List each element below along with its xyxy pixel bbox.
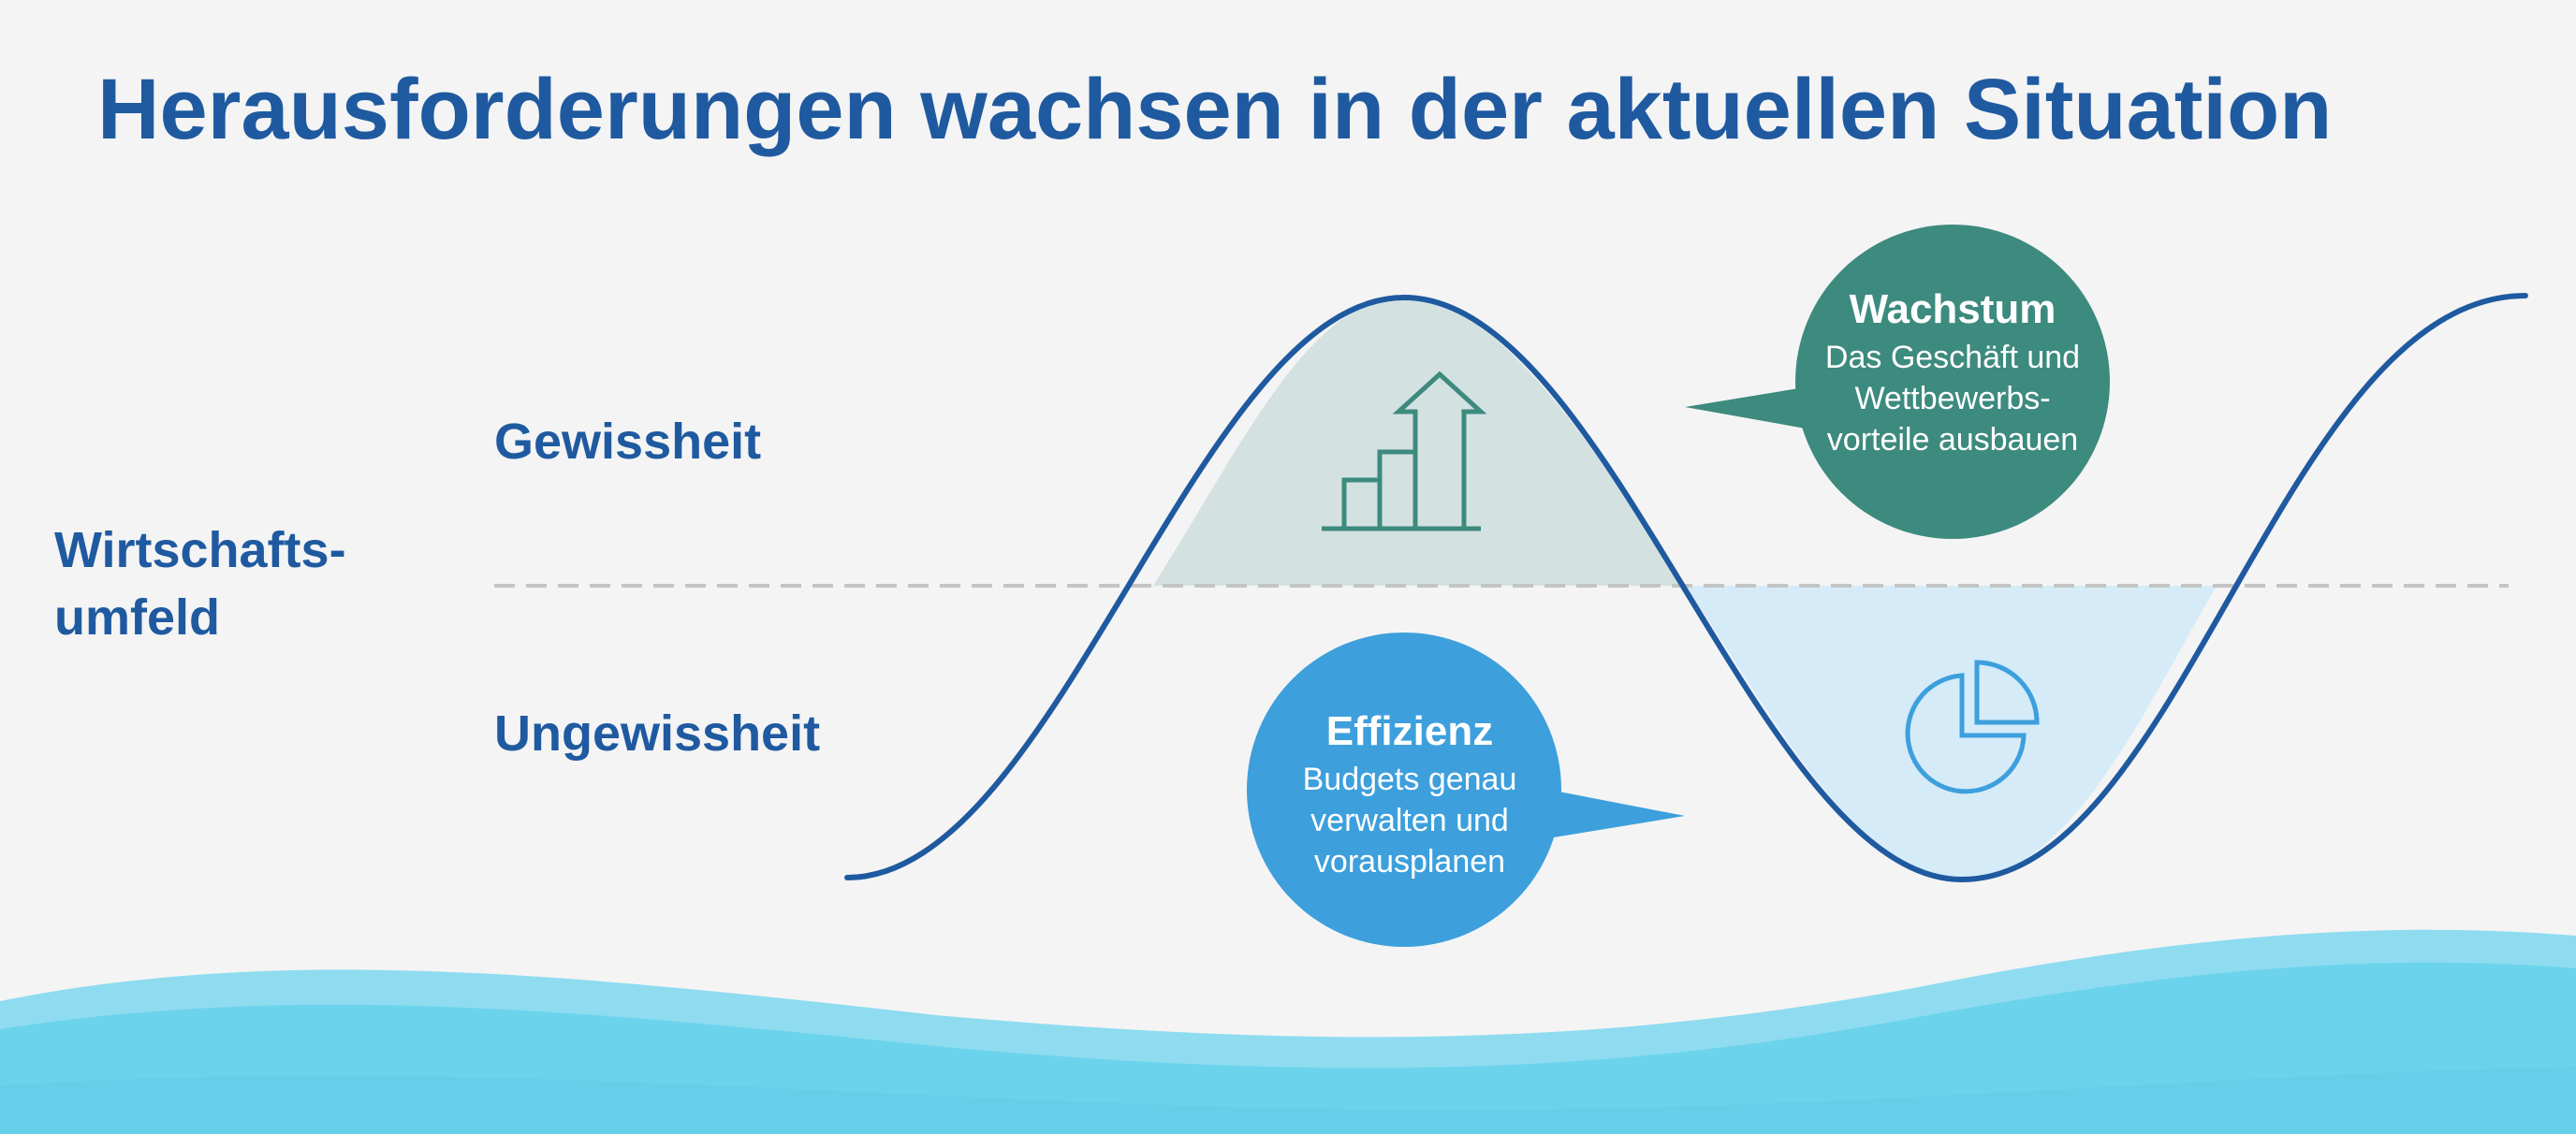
axis-label-line1: Wirtschafts-	[54, 522, 346, 578]
uncertainty-valley-fill	[1685, 586, 2217, 880]
efficiency-callout-pointer	[1554, 791, 1685, 837]
efficiency-callout: Effizienz Budgets genau verwalten und vo…	[1247, 632, 1685, 947]
certainty-hump-fill	[1153, 298, 1685, 586]
pie-chart-icon	[1905, 660, 2040, 794]
growth-callout: Wachstum Das Geschäft und Wettbewerbs- v…	[1685, 225, 2110, 539]
efficiency-callout-line2: verwalten und	[1310, 803, 1509, 838]
growth-callout-title: Wachstum	[1850, 286, 2056, 332]
economy-curve	[844, 293, 2528, 883]
decorative-wave	[0, 929, 2576, 1134]
growth-callout-pointer	[1685, 385, 1816, 430]
certainty-label: Gewissheit	[494, 414, 761, 470]
efficiency-callout-line1: Budgets genau	[1303, 762, 1517, 797]
growth-bar-chart-icon	[1322, 371, 1487, 531]
growth-callout-line1: Das Geschäft und	[1825, 340, 2080, 375]
efficiency-callout-circle	[1247, 632, 1561, 947]
efficiency-callout-line3: vorausplanen	[1314, 844, 1505, 880]
uncertainty-label: Ungewissheit	[494, 705, 820, 762]
growth-callout-circle	[1795, 225, 2110, 539]
page-title: Herausforderungen wachsen in der aktuell…	[97, 62, 2332, 157]
axis-label-line2: umfeld	[54, 589, 220, 646]
growth-callout-line2: Wettbewerbs-	[1854, 381, 2050, 416]
growth-callout-line3: vorteile ausbauen	[1827, 422, 2078, 458]
efficiency-callout-title: Effizienz	[1326, 708, 1493, 754]
